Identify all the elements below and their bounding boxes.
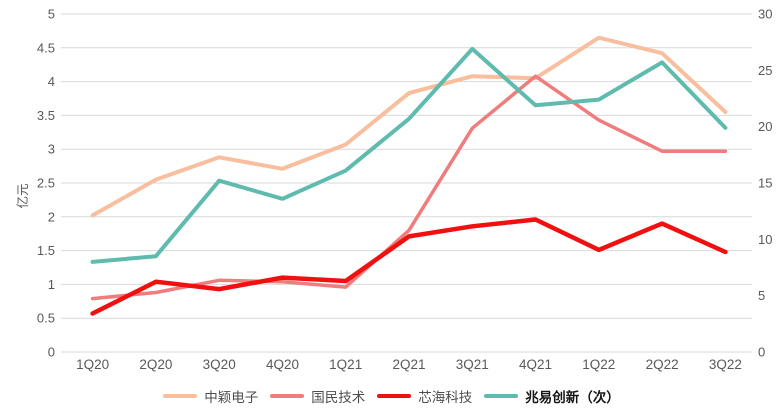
legend-swatch-icon — [270, 394, 305, 398]
x-axis-tick-label: 1Q21 — [329, 357, 362, 372]
left-axis-tick-label: 0.5 — [37, 311, 55, 326]
left-axis-tick-label: 4 — [48, 74, 55, 89]
legend-swatch-icon — [163, 394, 198, 398]
y-axis-title: 亿元 — [15, 183, 30, 208]
legend-label: 兆易创新（次） — [525, 390, 620, 405]
left-axis-tick-label: 2.5 — [37, 176, 55, 191]
x-axis-tick-label: 3Q21 — [456, 357, 489, 372]
right-axis-tick-label: 10 — [758, 232, 772, 247]
left-axis-tick-label: 4.5 — [37, 40, 55, 55]
legend-item-2[interactable]: 芯海科技 — [377, 386, 472, 406]
legend-swatch-icon — [484, 394, 519, 398]
legend-item-3[interactable]: 兆易创新（次） — [484, 386, 620, 406]
left-axis-ticks: 0 0.5 1 1.5 2 2.5 3 3.5 4 4.5 5 — [37, 7, 55, 360]
left-axis-tick-label: 1.5 — [37, 243, 55, 258]
left-axis-tick-label: 3 — [48, 142, 55, 157]
left-axis-tick-label: 2 — [48, 209, 55, 224]
gridlines — [61, 13, 752, 353]
x-axis-tick-label: 3Q20 — [203, 357, 236, 372]
legend-swatch-icon — [377, 394, 412, 398]
right-axis-tick-label: 25 — [758, 63, 772, 78]
x-axis-tick-label: 3Q22 — [709, 357, 742, 372]
x-axis-tick-label: 2Q20 — [139, 357, 172, 372]
legend-label: 国民技术 — [311, 390, 366, 405]
left-axis-tick-label: 1 — [48, 277, 55, 292]
x-axis-tick-label: 4Q21 — [519, 357, 552, 372]
series-line-2 — [90, 217, 728, 316]
x-axis-tick-label: 2Q22 — [646, 357, 679, 372]
right-axis-tick-label: 30 — [758, 7, 772, 22]
left-axis-tick-label: 3.5 — [37, 108, 55, 123]
x-axis-tick-label: 2Q21 — [392, 357, 425, 372]
left-axis-tick-label: 5 — [48, 7, 55, 22]
right-axis-ticks: 0 5 10 15 20 25 30 — [758, 7, 772, 360]
x-axis-tick-label: 1Q22 — [582, 357, 615, 372]
right-axis-tick-label: 15 — [758, 176, 772, 191]
legend-item-0[interactable]: 中颖电子 — [163, 386, 258, 406]
legend: 中颖电子 国民技术 芯海科技 兆易创新（次） — [0, 383, 783, 409]
right-axis-tick-label: 5 — [758, 288, 765, 303]
legend-item-1[interactable]: 国民技术 — [270, 386, 365, 406]
x-axis-ticks: 1Q20 2Q20 3Q20 4Q20 1Q21 2Q21 3Q21 4Q21 1Q22 2Q22… — [76, 357, 742, 372]
series-line-3 — [90, 46, 728, 264]
x-axis-tick-label: 1Q20 — [76, 357, 109, 372]
x-axis-tick-label: 4Q20 — [266, 357, 299, 372]
right-axis-tick-label: 20 — [758, 119, 772, 134]
legend-label: 芯海科技 — [418, 390, 473, 405]
series-line-1 — [90, 74, 728, 301]
left-axis-tick-label: 0 — [48, 345, 55, 360]
series-line-0 — [90, 35, 728, 218]
legend-label: 中颖电子 — [204, 390, 259, 405]
right-axis-tick-label: 0 — [758, 345, 765, 360]
